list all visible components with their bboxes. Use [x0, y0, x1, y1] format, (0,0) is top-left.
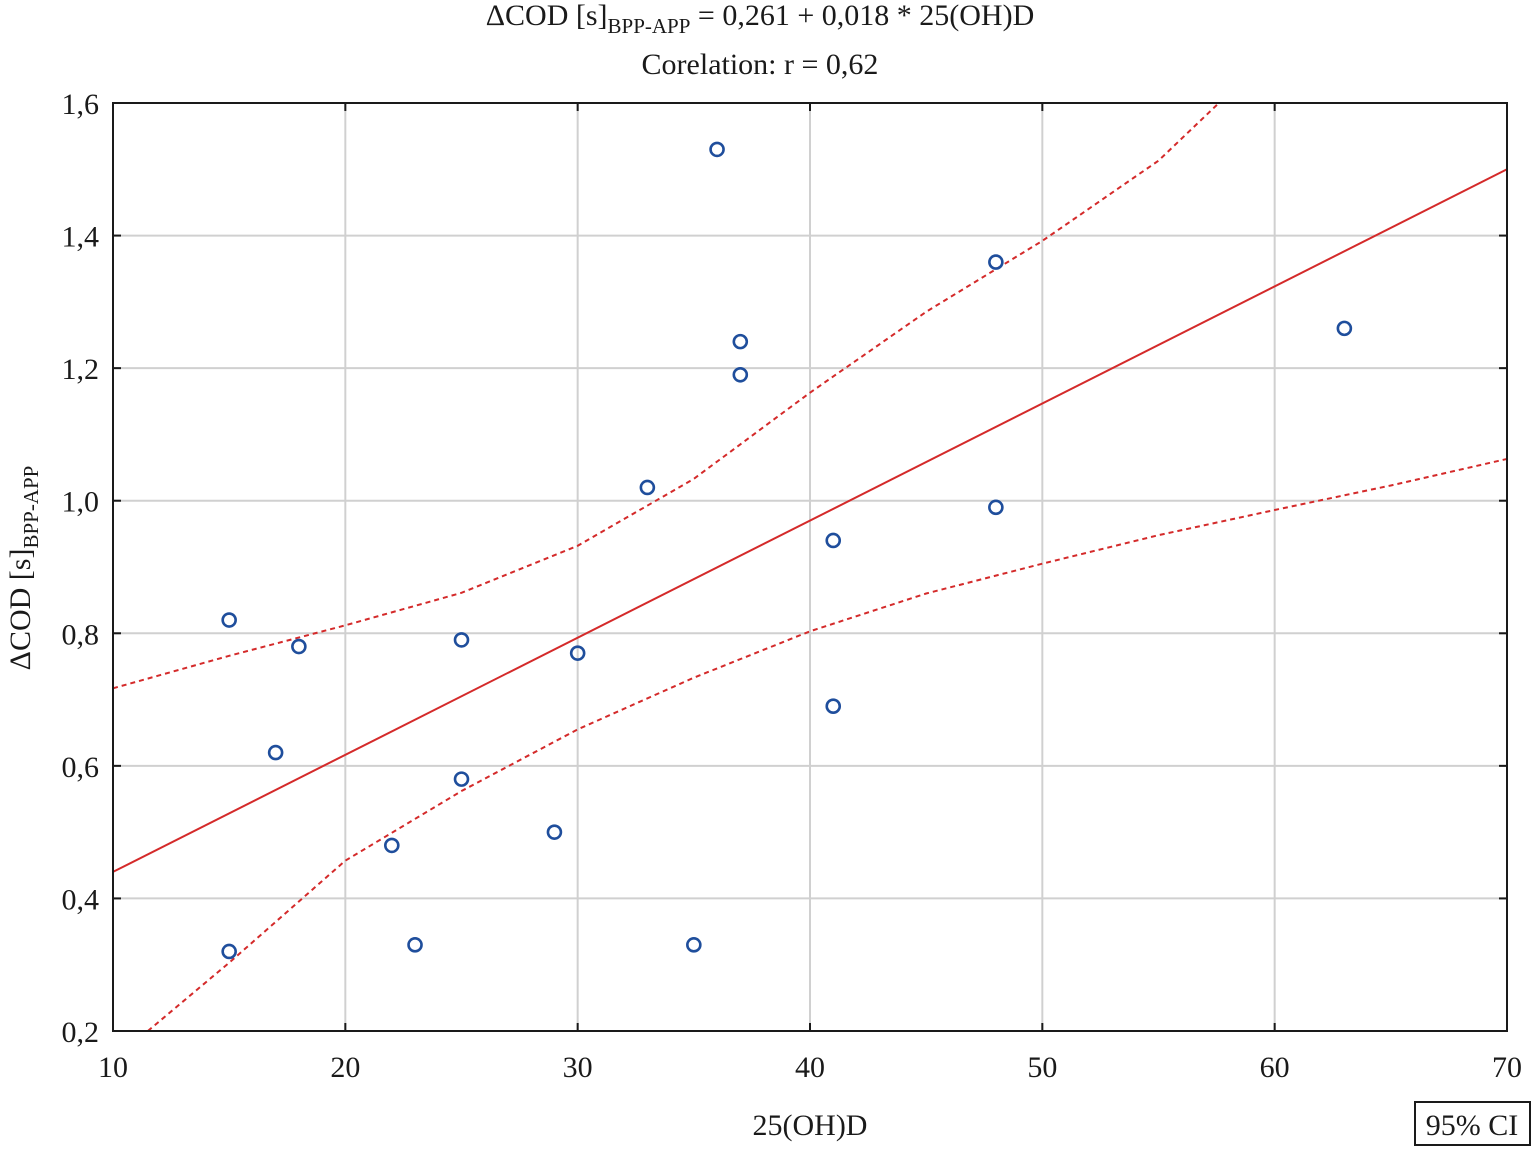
chart-title: ΔCOD [s]BPP-APP = 0,261 + 0,018 * 25(OH)… — [486, 0, 1035, 38]
data-point — [546, 824, 563, 840]
x-tick-label: 30 — [563, 1051, 593, 1084]
x-tick-label: 60 — [1260, 1051, 1290, 1084]
x-tick-label: 20 — [330, 1051, 360, 1084]
y-tick-label: 1,0 — [62, 486, 100, 519]
regression-line — [112, 168, 1508, 873]
x-tick-label: 50 — [1027, 1051, 1057, 1084]
data-point — [453, 771, 470, 787]
chart-subtitle: Corelation: r = 0,62 — [642, 48, 879, 81]
legend: 95% CI — [1414, 1101, 1531, 1146]
data-point — [1336, 320, 1353, 337]
legend-box — [1414, 1101, 1531, 1146]
data-point — [221, 612, 237, 628]
x-axis-label: 25(OH)D — [753, 1109, 868, 1142]
y-tick-label: 0,8 — [62, 618, 100, 651]
ci-upper-curve — [112, 102, 1220, 690]
chart-title-equation: = 0,261 + 0,018 * 25(OH)D — [690, 0, 1034, 32]
x-tick-label: 10 — [98, 1051, 128, 1084]
data-point — [407, 937, 423, 953]
data-point — [221, 943, 237, 960]
data-point — [709, 141, 725, 158]
data-point — [686, 937, 702, 953]
x-tick-label: 40 — [795, 1051, 825, 1084]
data-point — [825, 698, 842, 715]
y-axis-label-lead: ΔCOD [s] — [4, 549, 37, 671]
data-point — [383, 837, 400, 854]
chart-title-lead: ΔCOD [s] — [486, 0, 608, 32]
data-point — [988, 254, 1004, 270]
data-point — [732, 333, 749, 350]
y-axis-label-subscript: BPP-APP — [19, 466, 43, 549]
y-tick-label: 0,6 — [62, 751, 100, 784]
y-tick-label: 1,4 — [62, 221, 100, 254]
y-tick-label: 0,4 — [62, 883, 100, 916]
data-point — [639, 479, 656, 496]
chart-title-subscript: BPP-APP — [608, 14, 691, 38]
data-point — [988, 499, 1004, 516]
data-point — [732, 366, 749, 383]
data-point — [453, 632, 470, 648]
data-point — [825, 532, 842, 549]
data-point — [569, 645, 586, 661]
data-points — [221, 141, 1353, 960]
fit-lines — [112, 102, 1508, 1032]
ci-lower-curve — [147, 457, 1508, 1032]
y-tick-label: 0,2 — [62, 1016, 100, 1049]
axis-ticks: 10 20 30 40 50 60 70 0,2 0,4 0,6 0,8 1,0 1,2 1,4 1,6 — [62, 88, 1523, 1084]
data-point — [267, 744, 284, 761]
y-tick-label: 1,2 — [62, 353, 100, 386]
x-tick-label: 70 — [1492, 1051, 1522, 1084]
data-point — [291, 638, 307, 655]
grid — [113, 103, 1507, 1031]
legend-label: 95% CI — [1426, 1109, 1519, 1142]
y-tick-label: 1,6 — [62, 88, 100, 121]
y-axis-label: ΔCOD [s]BPP-APP — [4, 466, 43, 671]
